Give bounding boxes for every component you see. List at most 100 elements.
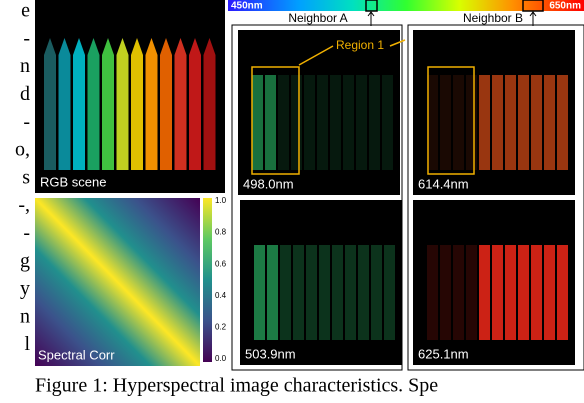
crayon xyxy=(203,55,216,170)
corr-heatmap xyxy=(35,198,200,366)
crayon-band xyxy=(356,75,367,170)
crayon-tip xyxy=(73,38,85,55)
colorbar-tick: 0.8 xyxy=(215,228,227,237)
marker-a xyxy=(365,0,378,12)
crayon-band xyxy=(265,75,276,170)
crayon-band xyxy=(371,245,382,340)
frame-a xyxy=(231,24,403,371)
crayon-band xyxy=(492,245,503,340)
crayon-band xyxy=(369,75,380,170)
crayon-band xyxy=(254,245,265,340)
region-box-a xyxy=(251,66,300,175)
crayon-band xyxy=(466,245,477,340)
crayon-band xyxy=(319,245,330,340)
crayon-tip xyxy=(44,38,56,55)
margin-letter: - xyxy=(23,222,30,244)
crayon-band xyxy=(345,245,356,340)
crayon xyxy=(87,55,100,170)
crayon-band xyxy=(358,245,369,340)
crayon-band xyxy=(505,75,516,170)
crayon-band xyxy=(557,245,568,340)
crayon-tip xyxy=(145,38,158,55)
crayon-band xyxy=(479,75,490,170)
crayon-band xyxy=(531,245,542,340)
crayon xyxy=(131,55,143,170)
rgb-label: RGB scene xyxy=(40,174,106,189)
corr-label: Spectral Corr xyxy=(38,347,115,362)
margin-letter: e xyxy=(21,0,30,22)
crayon-band xyxy=(343,75,354,170)
crayon-band xyxy=(466,75,477,170)
margin-letter: - xyxy=(23,111,30,133)
neighbor-b: Neighbor B xyxy=(463,11,523,25)
margin-letter: - xyxy=(23,27,30,49)
crayon-band xyxy=(293,245,304,340)
region-label: Region 1 xyxy=(336,38,384,52)
crayon-band xyxy=(306,245,317,340)
crayon-band xyxy=(440,75,451,170)
crayon-band xyxy=(453,75,464,170)
margin-letter: o, xyxy=(15,139,30,161)
spectrum-start: 450nm xyxy=(231,1,263,12)
crayon-tip xyxy=(87,38,100,55)
crayon-tip xyxy=(116,38,129,55)
spectrum-end: 650nm xyxy=(549,1,581,12)
crayon xyxy=(102,55,114,170)
crayon xyxy=(44,55,56,170)
crayon xyxy=(189,55,201,170)
crayon-band xyxy=(427,245,438,340)
band-label: 614.4nm xyxy=(418,176,469,191)
crayon-band xyxy=(280,245,291,340)
crayon xyxy=(58,55,71,170)
colorbar-tick: 1.0 xyxy=(215,196,227,205)
band-label: 503.9nm xyxy=(245,346,296,361)
crayon-band xyxy=(382,75,393,170)
crayon-band xyxy=(544,245,555,340)
arrows xyxy=(367,11,537,26)
crayon-band xyxy=(317,75,328,170)
crayon-band xyxy=(384,245,395,340)
spectrum-bar xyxy=(228,0,584,11)
margin-letter: y xyxy=(20,278,30,300)
caption: Figure 1: Hyperspectral image characteri… xyxy=(35,375,438,397)
marker-b xyxy=(522,0,544,12)
crayon xyxy=(116,55,129,170)
band-label: 625.1nm xyxy=(418,346,469,361)
crayon-band xyxy=(492,75,503,170)
panels: 498.0nm 614.4nm 503.9nm 625.1nm xyxy=(238,30,575,365)
crayon-tip xyxy=(189,38,201,55)
margin-letter: n xyxy=(20,55,30,77)
crayon xyxy=(145,55,158,170)
crayon-band xyxy=(557,75,568,170)
margin-letter: l xyxy=(24,333,30,355)
crayon-tip xyxy=(131,38,143,55)
crayon-band xyxy=(479,245,490,340)
crayon-band xyxy=(252,75,263,170)
colorbar-tick: 0.6 xyxy=(215,259,227,268)
crayon-tip xyxy=(102,38,114,55)
crayon-tip xyxy=(58,38,71,55)
colorbar-tick: 0.4 xyxy=(215,291,227,300)
crayon-band xyxy=(505,245,516,340)
crayon-tip xyxy=(160,38,172,55)
crayon xyxy=(160,55,172,170)
colorbar-tick: 0.0 xyxy=(215,354,227,363)
neighbor-a: Neighbor A xyxy=(288,11,347,25)
crayon-band xyxy=(518,75,529,170)
crayon-band xyxy=(518,245,529,340)
colorbar xyxy=(203,198,212,362)
margin-letter: s xyxy=(22,166,30,188)
crayon xyxy=(174,55,187,170)
crayon-band xyxy=(427,75,438,170)
crayon-band xyxy=(440,245,451,340)
crayon-band xyxy=(267,245,278,340)
crayon-band xyxy=(278,75,289,170)
margin-letter: d xyxy=(20,83,30,105)
margin-letter: n xyxy=(20,305,30,327)
frame-b xyxy=(407,24,584,371)
crayon-tip xyxy=(174,38,187,55)
crayon-band xyxy=(544,75,555,170)
